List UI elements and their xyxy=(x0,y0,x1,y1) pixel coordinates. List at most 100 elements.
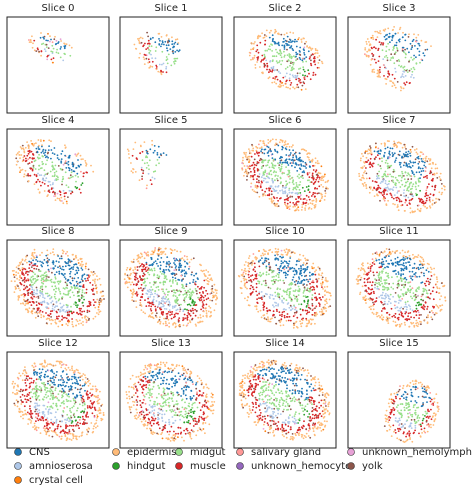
cell-dot xyxy=(156,258,159,261)
cell-dot xyxy=(275,171,277,174)
cell-dot xyxy=(402,31,404,34)
cell-dot xyxy=(87,319,90,321)
cell-dot xyxy=(419,267,422,269)
cell-dot xyxy=(409,188,412,191)
cell-dot xyxy=(64,316,66,319)
cell-dot xyxy=(154,314,157,317)
cell-dot xyxy=(24,300,27,303)
cell-dot xyxy=(59,191,62,194)
cell-dot xyxy=(206,293,209,295)
cell-dot xyxy=(243,151,246,154)
cell-dot xyxy=(387,276,390,279)
cell-dot xyxy=(157,145,160,148)
cell-dot xyxy=(211,299,214,302)
cell-dot xyxy=(309,202,312,205)
cell-dot xyxy=(288,187,291,190)
cell-dot xyxy=(256,257,258,260)
cell-dot xyxy=(195,309,198,312)
cell-dot xyxy=(74,174,77,177)
cell-dot xyxy=(392,57,394,59)
cell-dot xyxy=(63,195,66,198)
cell-dot xyxy=(191,318,193,321)
cell-dot xyxy=(77,277,80,279)
cell-dot xyxy=(248,161,250,164)
cell-dot xyxy=(64,147,67,149)
cell-dot xyxy=(272,158,275,161)
cell-dot xyxy=(165,71,168,74)
cell-dot xyxy=(60,46,62,48)
cell-dot xyxy=(19,269,22,272)
cell-dot xyxy=(278,271,281,274)
cell-dot xyxy=(365,183,367,186)
cell-dot xyxy=(59,267,62,270)
cell-dot xyxy=(186,316,189,319)
cell-dot xyxy=(161,40,164,42)
cell-dot xyxy=(356,278,358,281)
cell-dot xyxy=(418,161,421,163)
cell-dot xyxy=(417,185,420,187)
cell-dot xyxy=(161,251,164,254)
cell-dot xyxy=(45,285,47,288)
cell-dot xyxy=(43,174,46,177)
cell-dot xyxy=(74,263,77,266)
cell-dot xyxy=(392,320,395,323)
cell-dot xyxy=(158,303,160,306)
cell-dot xyxy=(41,261,43,264)
cell-dot xyxy=(167,38,170,40)
cell-dot xyxy=(210,292,213,294)
cell-dot xyxy=(202,315,205,318)
cell-dot xyxy=(402,76,405,78)
cell-dot xyxy=(289,56,291,59)
cell-dot xyxy=(408,165,411,168)
cell-dot xyxy=(245,170,248,172)
cell-dot xyxy=(67,160,70,163)
cell-dot xyxy=(159,247,162,250)
cell-dot xyxy=(79,154,82,157)
cell-dot xyxy=(375,297,378,299)
cell-dot xyxy=(311,159,314,162)
cell-dot xyxy=(54,179,56,182)
cell-dot xyxy=(43,272,46,275)
cell-dot xyxy=(158,38,160,40)
cell-dot xyxy=(23,274,25,276)
cell-dot xyxy=(316,176,319,179)
cell-dot xyxy=(254,266,256,269)
cell-dot xyxy=(166,261,168,264)
cell-dot xyxy=(308,321,311,324)
cell-dot xyxy=(85,321,88,324)
cell-dot xyxy=(306,45,308,48)
cell-dot xyxy=(399,186,402,188)
cell-dot xyxy=(268,269,271,272)
cell-dot xyxy=(162,280,165,283)
cell-dot xyxy=(163,273,165,275)
cell-dot xyxy=(292,183,295,186)
cell-dot xyxy=(91,289,94,292)
cell-dot xyxy=(79,163,82,166)
cell-dot xyxy=(254,67,257,69)
cell-dot xyxy=(409,42,412,45)
cell-dot xyxy=(31,298,34,300)
cell-dot xyxy=(394,182,397,185)
cell-dot xyxy=(407,150,410,153)
cell-dot xyxy=(417,34,420,36)
cell-dot xyxy=(62,189,65,192)
cell-dot xyxy=(54,305,57,307)
panel-title: Slice 2 xyxy=(268,3,301,14)
cell-dot xyxy=(295,55,297,58)
cell-dot xyxy=(29,284,31,286)
cell-dot xyxy=(68,167,71,170)
cell-dot xyxy=(36,312,39,315)
cell-dot xyxy=(53,253,55,256)
cell-dot xyxy=(80,307,82,310)
cell-dot xyxy=(129,283,132,286)
cell-dot xyxy=(329,292,332,295)
cell-dot xyxy=(161,41,164,44)
cell-dot xyxy=(148,305,150,307)
cell-dot xyxy=(146,152,148,154)
cell-dot xyxy=(42,315,45,317)
tissue-dots xyxy=(126,139,168,190)
cell-dot xyxy=(299,194,302,197)
cell-dot xyxy=(159,261,162,264)
cell-dot xyxy=(135,48,138,50)
cell-dot xyxy=(322,179,324,182)
